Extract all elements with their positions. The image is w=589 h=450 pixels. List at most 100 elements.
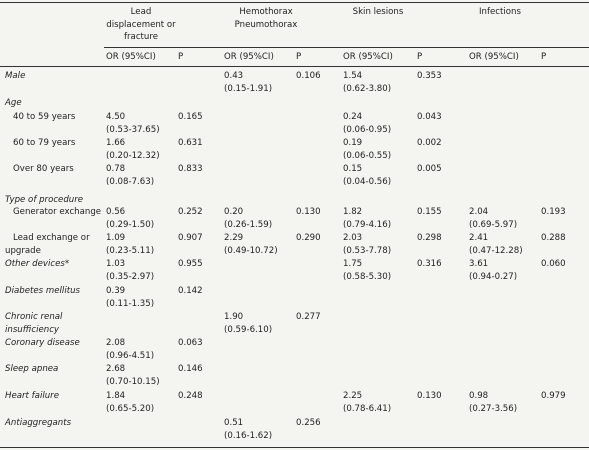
column-or-label: OR (95%CI): [224, 52, 274, 62]
column-or-label: OR (95%CI): [343, 52, 393, 62]
confidence-interval: (0.62-3.80): [343, 83, 392, 94]
row-label: Other devices*: [5, 259, 70, 269]
odds-ratio: 0.78: [106, 164, 126, 174]
column-p-label: P: [541, 52, 547, 62]
odds-ratio: 1.84: [106, 391, 126, 401]
p-value: 0.833: [178, 164, 203, 174]
odds-ratio: 2.68: [106, 364, 126, 374]
row-label: Sleep apnea: [5, 364, 59, 374]
p-value: 0.165: [178, 112, 203, 122]
row-label: 40 to 59 years: [13, 112, 76, 122]
confidence-interval: (0.20-12.32): [106, 150, 160, 161]
confidence-interval: (0.15-1.91): [224, 83, 273, 94]
odds-ratio: 0.19: [343, 138, 363, 148]
p-value: 0.290: [296, 233, 321, 243]
confidence-interval: (0.27-3.56): [469, 403, 518, 414]
odds-ratio: 2.03: [343, 233, 363, 243]
column-p-label: P: [417, 52, 423, 62]
p-value: 0.005: [417, 164, 442, 174]
confidence-interval: (0.53-37.65): [106, 124, 160, 135]
odds-ratio: 0.51: [224, 418, 244, 428]
p-value: 0.252: [178, 207, 203, 217]
confidence-interval: (0.26-1.59): [224, 219, 273, 230]
rule: [0, 447, 589, 448]
p-value: 0.155: [417, 207, 442, 217]
confidence-interval: (0.53-7.78): [343, 245, 392, 256]
p-value: 0.142: [178, 286, 203, 296]
column-p-label: P: [296, 52, 302, 62]
odds-ratio: 3.61: [469, 259, 489, 269]
odds-ratio: 2.04: [469, 207, 489, 217]
odds-ratio: 1.82: [343, 207, 363, 217]
confidence-interval: (0.23-5.11): [106, 245, 155, 256]
p-value: 0.256: [296, 418, 321, 428]
confidence-interval: (0.04-0.56): [343, 176, 392, 187]
confidence-interval: (0.29-1.50): [106, 219, 155, 230]
confidence-interval: (0.69-5.97): [469, 219, 518, 230]
confidence-interval: (0.49-10.72): [224, 245, 278, 256]
odds-ratio: 0.15: [343, 164, 363, 174]
confidence-interval: (0.59-6.10): [224, 324, 273, 335]
row-label: Generator exchange: [13, 207, 102, 217]
p-value: 0.193: [541, 207, 566, 217]
p-value: 0.043: [417, 112, 442, 122]
confidence-interval: (0.78-6.41): [343, 403, 392, 414]
odds-ratio: 0.43: [224, 71, 244, 81]
p-value: 0.146: [178, 364, 203, 374]
rule: [0, 66, 589, 67]
odds-ratio: 1.54: [343, 71, 363, 81]
confidence-interval: (0.47-12.28): [469, 245, 523, 256]
row-label: Chronic renal insufficiency: [5, 312, 63, 335]
odds-ratio: 0.98: [469, 391, 489, 401]
p-value: 0.002: [417, 138, 442, 148]
column-or-label: OR (95%CI): [106, 52, 156, 62]
p-value: 0.106: [296, 71, 321, 81]
p-value: 0.955: [178, 259, 203, 269]
row-label: Diabetes mellitus: [5, 286, 80, 296]
p-value: 0.288: [541, 233, 566, 243]
row-label: Type of procedure: [5, 195, 84, 205]
row-label: Heart failure: [5, 391, 59, 401]
column-title: Hemothorax Pneumothorax: [234, 7, 298, 30]
odds-ratio: 0.24: [343, 112, 363, 122]
odds-ratio: 2.25: [343, 391, 363, 401]
column-or-label: OR (95%CI): [469, 52, 519, 62]
confidence-interval: (0.11-1.35): [106, 298, 155, 309]
p-value: 0.060: [541, 259, 566, 269]
row-label: Antiaggregants: [5, 418, 72, 428]
rule: [0, 2, 589, 3]
confidence-interval: (0.06-0.95): [343, 124, 392, 135]
confidence-interval: (0.16-1.62): [224, 430, 273, 441]
row-label: Over 80 years: [13, 164, 74, 174]
row-label: Coronary disease: [5, 338, 80, 348]
confidence-interval: (0.06-0.55): [343, 150, 392, 161]
odds-ratio: 1.66: [106, 138, 126, 148]
p-value: 0.316: [417, 259, 442, 269]
odds-ratio: 2.29: [224, 233, 244, 243]
p-value: 0.353: [417, 71, 442, 81]
confidence-interval: (0.70-10.15): [106, 376, 160, 387]
p-value: 0.631: [178, 138, 203, 148]
p-value: 0.130: [417, 391, 442, 401]
row-label: Male: [5, 71, 26, 81]
p-value: 0.248: [178, 391, 203, 401]
confidence-interval: (0.79-4.16): [343, 219, 392, 230]
p-value: 0.130: [296, 207, 321, 217]
odds-ratio: 4.50: [106, 112, 126, 122]
column-title: Skin lesions: [352, 7, 404, 17]
p-value: 0.063: [178, 338, 203, 348]
confidence-interval: (0.35-2.97): [106, 271, 155, 282]
odds-ratio: 2.08: [106, 338, 126, 348]
p-value: 0.907: [178, 233, 203, 243]
column-p-label: P: [178, 52, 184, 62]
p-value: 0.277: [296, 312, 321, 322]
row-label: 60 to 79 years: [13, 138, 76, 148]
p-value: 0.298: [417, 233, 442, 243]
confidence-interval: (0.96-4.51): [106, 350, 155, 361]
confidence-interval: (0.65-5.20): [106, 403, 155, 414]
confidence-interval: (0.94-0.27): [469, 271, 518, 282]
odds-ratio: 1.75: [343, 259, 363, 269]
odds-ratio: 1.90: [224, 312, 244, 322]
row-label: Age: [5, 98, 22, 108]
